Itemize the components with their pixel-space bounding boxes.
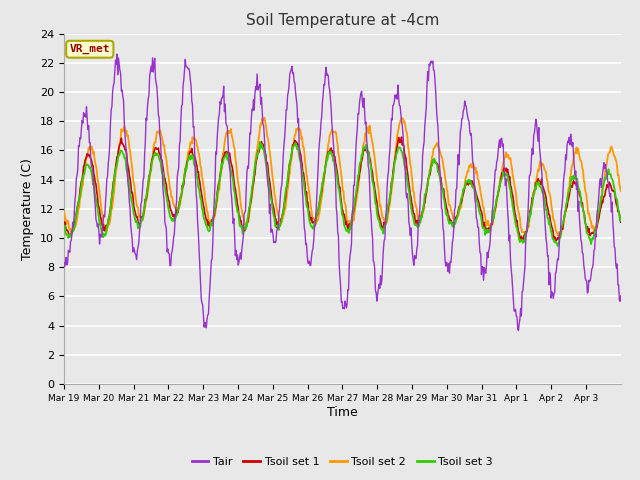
Y-axis label: Temperature (C): Temperature (C) (22, 158, 35, 260)
Text: VR_met: VR_met (70, 44, 110, 54)
Title: Soil Temperature at -4cm: Soil Temperature at -4cm (246, 13, 439, 28)
Legend: Tair, Tsoil set 1, Tsoil set 2, Tsoil set 3: Tair, Tsoil set 1, Tsoil set 2, Tsoil se… (188, 453, 497, 471)
X-axis label: Time: Time (327, 406, 358, 419)
